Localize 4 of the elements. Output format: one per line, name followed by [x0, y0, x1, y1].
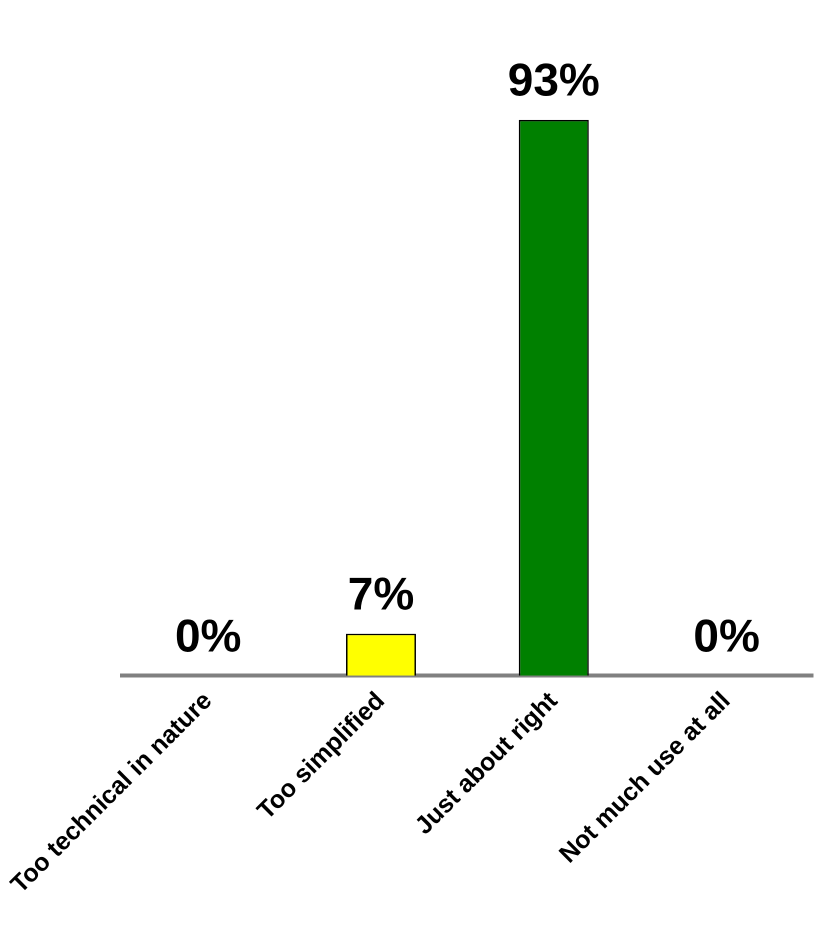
data-label: 0% [174, 609, 242, 662]
data-label: 0% [693, 609, 760, 662]
data-label: 93% [508, 54, 600, 106]
data-label: 7% [348, 567, 414, 620]
